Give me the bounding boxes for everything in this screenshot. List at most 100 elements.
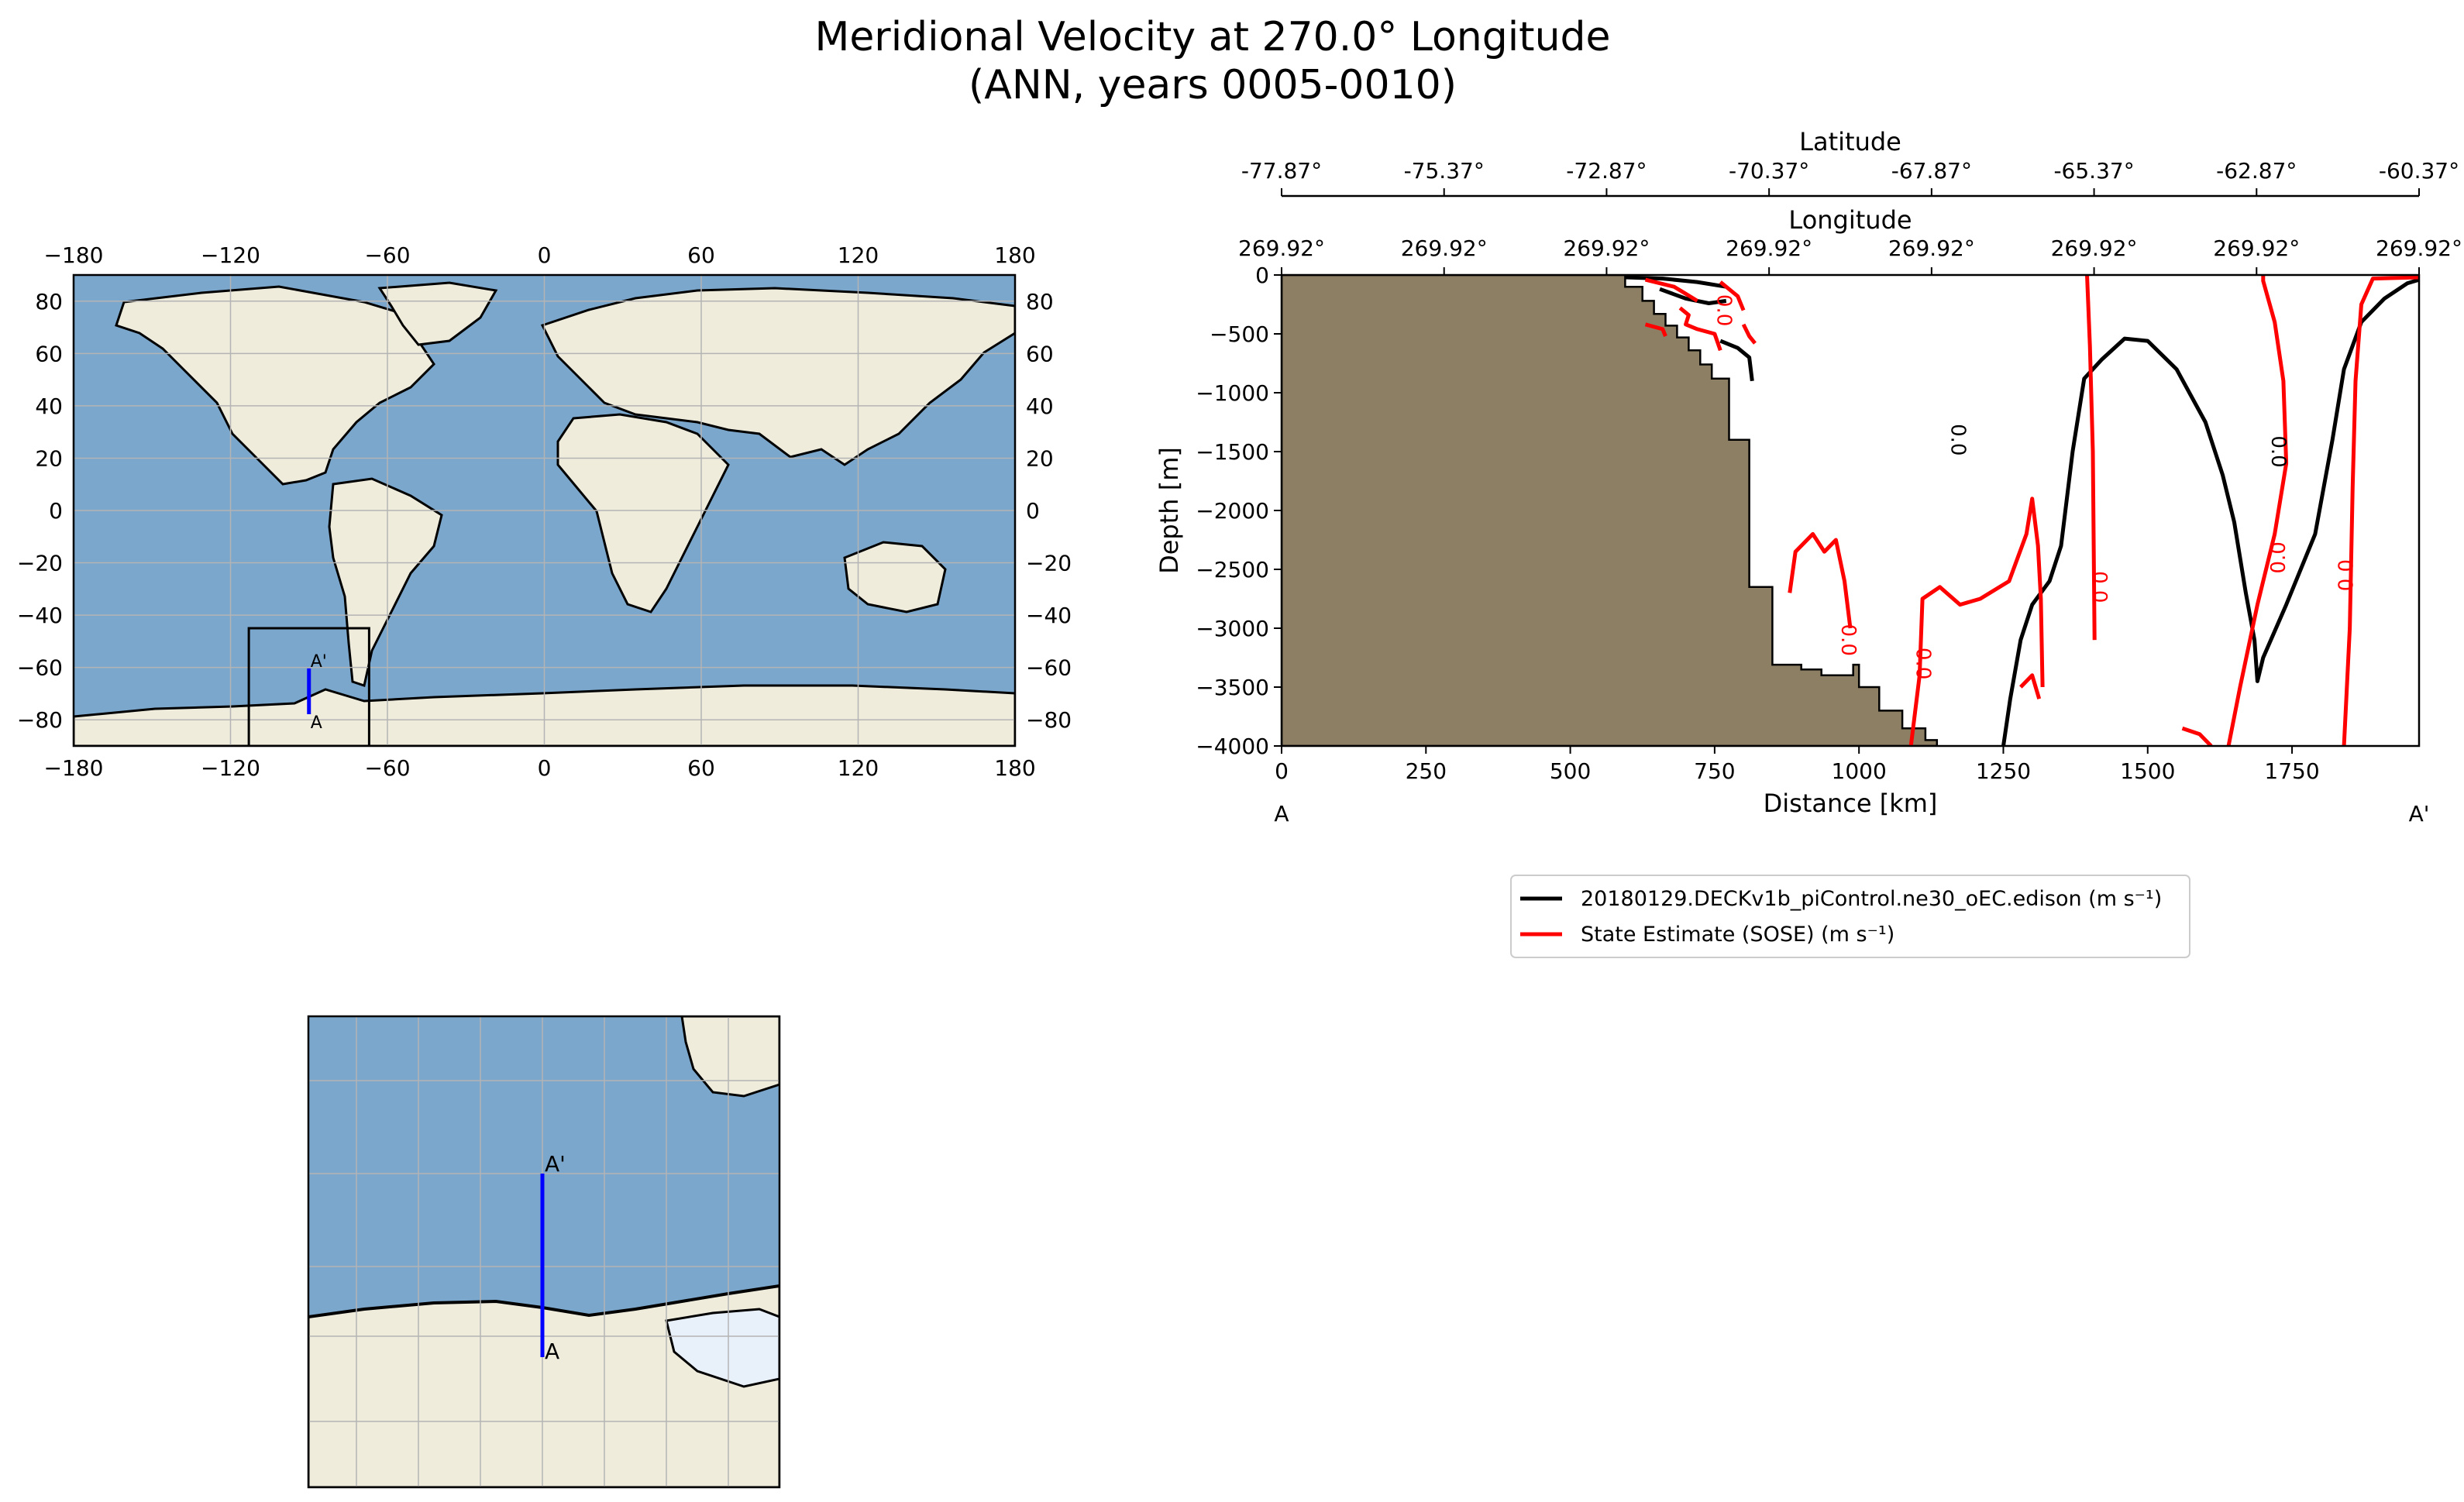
map-lon-tick-bottom: 120 [838,755,879,781]
section-start-label: A [1274,801,1289,827]
contour-label: 0.0 [2087,571,2111,603]
obs-contour-line [1788,531,1853,629]
x-tick-label: 500 [1550,758,1591,784]
longitude-tick-label: 269.92° [1888,235,1975,261]
map-lat-tick-left: 80 [35,289,63,314]
map-lon-tick-top: 0 [538,242,552,268]
contour-label: 0.0 [2335,559,2358,591]
map-lon-tick-bottom: −60 [364,755,410,781]
y-tick-label: −4000 [1196,734,1269,759]
latitude-axis-ticks: -77.87° -75.37° -72.87° -70.37° -67.87° -65.3… [1241,158,2459,196]
global-map-frame [72,273,1017,748]
map-lat-tick-left: 60 [35,341,63,366]
figure-title-line2: (ANN, years 0005-0010) [969,62,1457,108]
latitude-axis-label: Latitude [1799,127,1901,156]
obs-contour-line [1678,306,1722,352]
x-tick-label: 750 [1694,758,1735,784]
global-map: A' A −180 −180 −120 −120 −60 −60 0 0 60 60 120 120 1… [17,242,1072,781]
contour-label: 0.0 [1912,648,1935,679]
obs-contour-line [1741,323,1757,345]
latitude-tick-label: -72.87° [1566,158,1647,184]
inset-map: A' A [307,1015,781,1489]
longitude-tick-label: 269.92° [1401,235,1488,261]
map-lon-tick-top: 180 [994,242,1035,268]
inset-map-content: A' A [308,1016,779,1487]
longitude-tick-label: 269.92° [2376,235,2462,261]
longitude-axis-ticks: 269.92° 269.92° 269.92° 269.92° 269.92° 269.9… [1238,235,2462,275]
x-tick-label: 250 [1406,758,1447,784]
longitude-tick-label: 269.92° [1238,235,1325,261]
model-contour-line [1659,287,1727,305]
latitude-tick-label: -70.37° [1729,158,1809,184]
y-tick-label: −3500 [1196,675,1269,700]
map-lat-tick-left: −40 [17,603,63,628]
model-contour-line [1719,339,1754,382]
contour-label: 0.0 [2266,435,2290,467]
latitude-tick-label: -60.37° [2379,158,2459,184]
continent-australia [843,541,947,614]
y-tick-label: −2000 [1196,498,1269,524]
inset-transect-start-label: A [545,1339,559,1364]
global-map-grid [74,275,1015,746]
inset-transect-end-label: A' [545,1151,566,1177]
longitude-tick-label: 269.92° [1726,235,1812,261]
y-tick-label: −1000 [1196,380,1269,406]
map-lon-tick-bottom: 60 [687,755,715,781]
map-lat-tick-right: 60 [1026,341,1054,366]
legend-box [1510,875,2190,958]
x-tick-label: 1000 [1832,758,1887,784]
continent-south-america [328,477,443,687]
x-axis-label: Distance [km] [1764,789,1938,818]
contour-label: 0.0 [1946,424,1969,455]
obs-contour-line [1719,280,1746,311]
obs-contour-line [2019,673,2042,699]
x-tick-label: 1500 [2120,758,2175,784]
y-tick-label: −2500 [1196,557,1269,583]
map-lon-tick-bottom: −180 [44,755,104,781]
global-transect-start-label: A [311,713,322,733]
x-tick-label: 1750 [2264,758,2319,784]
map-lon-tick-bottom: 0 [538,755,552,781]
map-lat-tick-left: −80 [17,707,63,733]
obs-contour-line [2342,275,2419,746]
continent-north-america [115,285,435,486]
x-tick-label: 0 [1275,758,1289,784]
section-contour-labels: 0.0 0.0 0.0 0.0 0.0 0.0 0.0 0.0 [1712,294,2359,679]
map-lat-tick-right: 80 [1026,289,1054,314]
map-lon-tick-bottom: 180 [994,755,1035,781]
y-tick-label: −1500 [1196,439,1269,465]
legend: 20180129.DECKv1b_piControl.ne30_oEC.edis… [1510,875,2190,958]
obs-contour-line [1908,497,2045,746]
contour-label: 0.0 [1712,294,1736,326]
latitude-tick-label: -67.87° [1891,158,1972,184]
y-tick-label: 0 [1255,263,1269,288]
obs-contour-line [1644,322,1667,337]
map-lat-tick-left: 20 [35,445,63,471]
section-end-label: A' [2409,801,2430,827]
longitude-tick-label: 269.92° [1563,235,1650,261]
section-plot: 0.0 0.0 0.0 0.0 0.0 0.0 0.0 0.0 0 250 500 750 1000 1… [1155,127,2462,958]
global-map-content: A' A [74,275,1015,746]
longitude-tick-label: 269.92° [2213,235,2300,261]
map-lat-tick-right: −80 [1026,707,1072,733]
latitude-tick-label: -62.87° [2216,158,2297,184]
map-lon-tick-top: −120 [201,242,260,268]
map-lat-tick-left: 40 [35,394,63,419]
section-plot-ticks: 0 250 500 750 1000 1250 1500 1750 0 −500 −1000 −150… [1196,263,2319,784]
obs-contour-line [2085,275,2097,641]
map-lat-tick-right: −20 [1026,551,1072,576]
model-contour-line [1625,275,1727,289]
longitude-tick-label: 269.92° [2051,235,2138,261]
map-lat-tick-left: 0 [49,498,63,524]
section-series [1625,275,2419,746]
map-lat-tick-left: −60 [17,655,63,681]
legend-obs-label: State Estimate (SOSE) (m s⁻¹) [1581,923,1894,947]
map-lon-tick-bottom: −120 [201,755,260,781]
x-tick-label: 1250 [1976,758,2031,784]
map-lat-tick-right: 40 [1026,394,1054,419]
global-transect-end-label: A' [311,652,327,672]
continent-greenland [377,281,498,346]
map-lat-tick-right: 0 [1026,498,1040,524]
figure-title-line1: Meridional Velocity at 270.0° Longitude [814,14,1610,60]
contour-label: 0.0 [2267,541,2290,573]
